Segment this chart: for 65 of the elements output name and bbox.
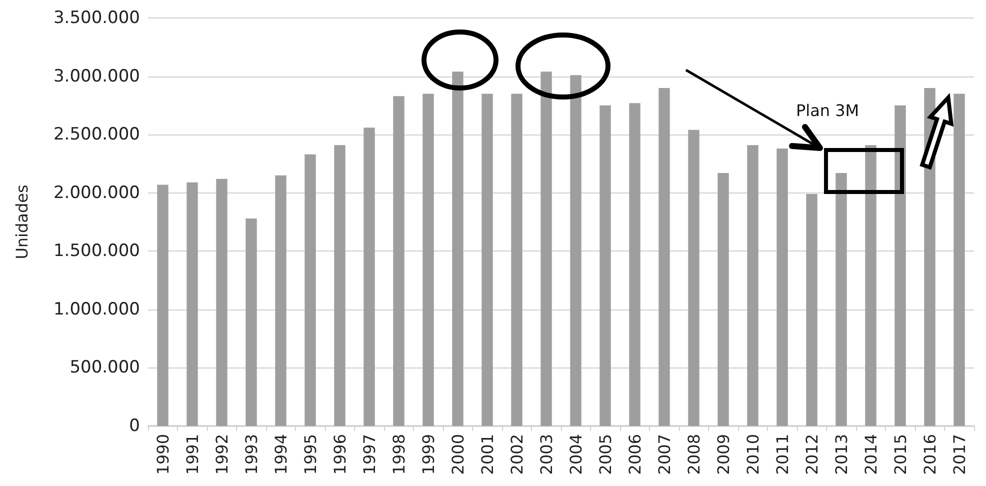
bar (865, 145, 876, 426)
bar (422, 94, 434, 426)
bar (364, 128, 375, 426)
x-tick-label: 1990 (153, 434, 172, 475)
x-tick-label: 2005 (596, 434, 615, 475)
bar (629, 103, 640, 426)
y-tick-label: 2.500.000 (53, 124, 140, 145)
bar (452, 72, 464, 426)
y-tick-label: 0 (129, 416, 140, 436)
bar (304, 154, 316, 426)
bar (747, 145, 758, 426)
x-tick-label: 1997 (360, 434, 379, 475)
x-tick-label: 2010 (743, 434, 762, 475)
bar (570, 75, 582, 426)
x-tick-label: 1991 (182, 434, 202, 475)
x-tick-label: 2008 (684, 434, 704, 475)
y-tick-label: 3.500.000 (53, 8, 140, 28)
x-tick-label: 2014 (861, 434, 880, 475)
bar (393, 96, 404, 426)
y-tick-label: 2.000.000 (53, 182, 140, 203)
y-tick-label: 1.000.000 (53, 299, 140, 320)
y-tick-label: 3.000.000 (53, 66, 140, 86)
bar (806, 194, 818, 426)
bar (658, 88, 670, 426)
x-tick-label: 2002 (507, 434, 526, 475)
annotation: Plan 3M (796, 101, 860, 120)
bar (216, 178, 228, 426)
y-tick-label: 1.500.000 (53, 241, 140, 262)
x-tick-label: 2012 (802, 434, 822, 475)
bar (600, 105, 611, 426)
bar (688, 130, 700, 426)
x-tick-label: 2006 (625, 434, 644, 475)
x-tick-label: 1995 (300, 434, 320, 475)
bar (334, 145, 346, 426)
bar (157, 184, 168, 426)
bar (275, 175, 286, 426)
bar (482, 94, 493, 426)
x-tick-label: 2016 (920, 434, 940, 475)
bar (894, 105, 906, 426)
x-tick-label: 1994 (271, 434, 290, 475)
x-tick-label: 2013 (832, 434, 851, 475)
x-tick-label: 2001 (478, 434, 497, 475)
bar (511, 94, 522, 426)
x-tick-label: 1998 (389, 434, 408, 475)
bar (836, 173, 847, 426)
x-tick-label: 2003 (536, 434, 556, 475)
y-axis-title: Unidades (12, 184, 32, 260)
x-tick-label: 1993 (242, 434, 261, 475)
x-tick-label: 2011 (772, 434, 792, 475)
bar (776, 148, 788, 426)
x-tick-label: 1992 (212, 434, 232, 475)
x-tick-label: 1999 (418, 434, 438, 475)
bar (540, 72, 552, 426)
x-tick-label: 2000 (448, 434, 468, 475)
y-tick-label: 500.000 (70, 358, 140, 378)
x-tick-label: 2004 (566, 434, 586, 475)
bar (954, 94, 965, 426)
x-tick-label: 2017 (950, 434, 969, 475)
x-tick-label: 2009 (714, 434, 733, 475)
bar (718, 173, 729, 426)
x-tick-label: 2015 (890, 434, 910, 475)
bar (186, 182, 198, 426)
x-tick-label: 1996 (330, 434, 350, 475)
x-tick-label: 2007 (654, 434, 674, 475)
bar (246, 218, 257, 426)
